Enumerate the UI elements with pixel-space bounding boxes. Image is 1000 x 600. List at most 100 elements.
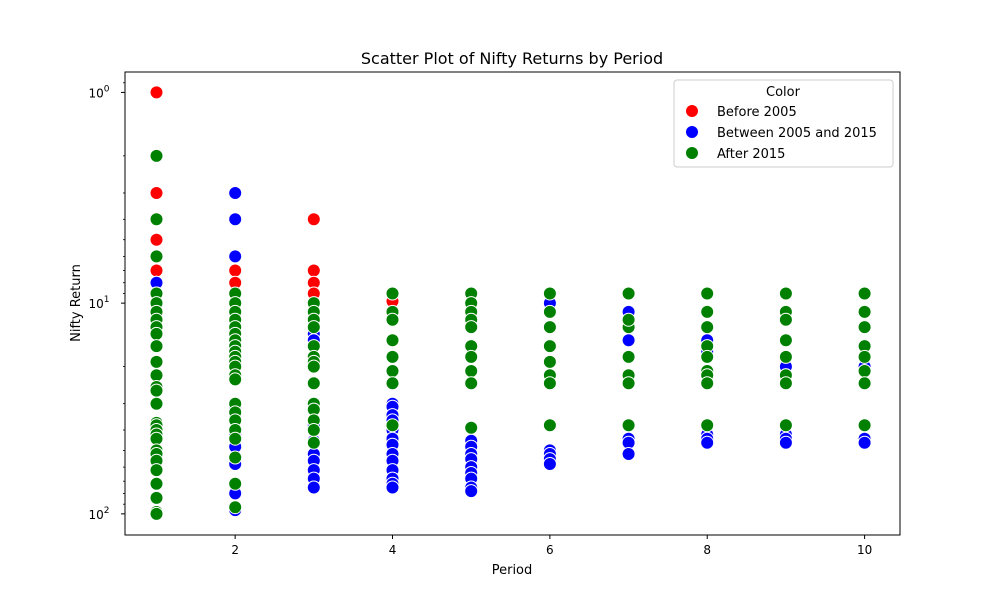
- data-point: [542, 376, 557, 391]
- data-point: [621, 418, 636, 433]
- data-point: [149, 476, 164, 491]
- data-point: [385, 418, 400, 433]
- data-point: [149, 249, 164, 264]
- data-point: [621, 376, 636, 391]
- data-point: [700, 320, 715, 335]
- legend-title: Color: [766, 85, 801, 100]
- data-point: [542, 286, 557, 301]
- data-point: [149, 383, 164, 398]
- data-point: [857, 304, 872, 319]
- data-point: [778, 435, 793, 450]
- legend-label: Before 2005: [717, 105, 797, 120]
- data-point: [149, 186, 164, 200]
- data-point: [857, 418, 872, 433]
- data-point: [149, 339, 164, 354]
- x-tick-label: 2: [231, 543, 239, 557]
- data-point: [385, 312, 400, 327]
- data-point: [857, 364, 872, 378]
- data-point: [700, 376, 715, 391]
- data-point: [621, 312, 636, 327]
- data-point: [385, 333, 400, 348]
- data-point: [464, 320, 479, 335]
- data-point: [149, 326, 164, 341]
- data-point: [857, 320, 872, 335]
- legend: Color Before 2005 Between 2005 and 2015 Af…: [673, 79, 894, 168]
- legend-label: Between 2005 and 2015: [717, 126, 877, 141]
- data-point: [778, 418, 793, 433]
- data-point: [621, 286, 636, 301]
- data-point: [778, 349, 793, 364]
- data-point: [306, 212, 321, 227]
- data-point: [228, 372, 243, 387]
- chart-title: Scatter Plot of Nifty Returns by Period: [361, 49, 663, 68]
- series-1-points: [149, 85, 400, 309]
- data-point: [542, 457, 557, 471]
- data-point: [228, 476, 243, 491]
- legend-marker: [685, 125, 699, 139]
- y-tick-label: 101: [88, 295, 109, 311]
- data-point: [778, 312, 793, 327]
- data-point: [149, 431, 164, 446]
- x-axis-ticks: 2 4 6 8 10: [231, 535, 872, 557]
- data-point: [464, 376, 479, 391]
- data-point: [149, 232, 164, 247]
- x-tick-label: 8: [703, 543, 711, 557]
- series-2-points: [149, 186, 872, 518]
- data-point: [306, 359, 321, 374]
- data-point: [542, 339, 557, 354]
- data-point: [700, 304, 715, 319]
- data-point: [385, 349, 400, 364]
- y-axis-label: Nifty Return: [69, 264, 84, 342]
- data-point: [700, 286, 715, 301]
- data-point: [149, 396, 164, 411]
- x-axis-label: Period: [492, 563, 533, 578]
- legend-box: [673, 79, 894, 168]
- data-point: [542, 418, 557, 433]
- data-point: [149, 354, 164, 369]
- data-point: [228, 263, 243, 278]
- data-point: [306, 376, 321, 391]
- data-point: [306, 423, 321, 437]
- data-point: [542, 354, 557, 369]
- x-tick-label: 10: [857, 543, 872, 557]
- data-point: [306, 263, 321, 278]
- data-point: [228, 431, 243, 446]
- y-tick-label: 100: [88, 84, 109, 100]
- legend-marker: [685, 104, 699, 118]
- data-point: [385, 376, 400, 391]
- data-point: [542, 304, 557, 319]
- data-point: [778, 376, 793, 391]
- data-point: [149, 463, 164, 478]
- data-point: [228, 186, 243, 200]
- data-point: [857, 376, 872, 391]
- data-point: [621, 349, 636, 364]
- data-point: [149, 85, 164, 100]
- data-point: [149, 506, 164, 521]
- data-point: [149, 148, 164, 163]
- data-point: [542, 320, 557, 335]
- points-layer: [149, 85, 872, 521]
- data-point: [149, 368, 164, 383]
- data-point: [228, 249, 243, 264]
- data-point: [857, 286, 872, 301]
- data-point: [385, 480, 400, 495]
- data-point: [385, 286, 400, 301]
- data-point: [228, 212, 243, 227]
- data-point: [857, 349, 872, 364]
- y-tick-label: 102: [88, 506, 109, 522]
- legend-entries: Before 2005 Between 2005 and 2015 After 20…: [685, 104, 877, 162]
- data-point: [700, 418, 715, 433]
- data-point: [464, 349, 479, 364]
- data-point: [464, 420, 479, 435]
- x-tick-label: 6: [546, 543, 554, 557]
- data-point: [778, 333, 793, 348]
- data-point: [149, 263, 164, 278]
- data-point: [857, 435, 872, 450]
- data-point: [306, 435, 321, 450]
- data-point: [700, 435, 715, 450]
- data-point: [306, 480, 321, 495]
- data-point: [149, 490, 164, 505]
- data-point: [149, 212, 164, 227]
